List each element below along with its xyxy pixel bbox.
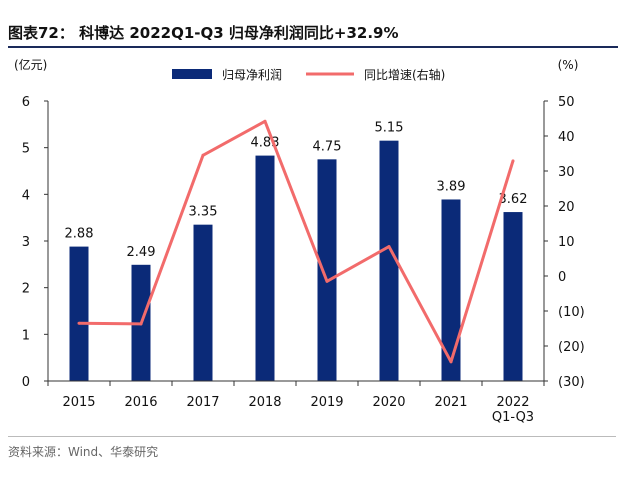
legend: 归母净利润 同比增速(右轴) bbox=[172, 67, 445, 82]
bar bbox=[441, 199, 461, 381]
left-axis-tick-label: 1 bbox=[22, 328, 30, 343]
right-axis-unit: (%) bbox=[558, 58, 579, 72]
bar-data-label: 3.35 bbox=[189, 205, 218, 220]
bar bbox=[379, 140, 399, 381]
x-axis-tick-label: 2015 bbox=[62, 395, 95, 410]
right-axis-tick-label: 20 bbox=[558, 200, 575, 215]
left-axis-tick-label: 0 bbox=[22, 375, 30, 390]
growth-rate-point bbox=[201, 153, 205, 157]
growth-rate-point bbox=[263, 119, 267, 123]
left-axis-tick-label: 4 bbox=[22, 188, 30, 203]
growth-rate-point bbox=[325, 279, 329, 283]
x-axis-tick-label: 2018 bbox=[248, 395, 281, 410]
bar-series bbox=[69, 140, 523, 381]
right-axis-tick-label: 30 bbox=[558, 165, 575, 180]
growth-rate-point bbox=[449, 360, 453, 364]
legend-bar-swatch bbox=[172, 69, 212, 79]
right-axis-tick-label: 40 bbox=[558, 130, 575, 145]
x-axis-tick-label: 2016 bbox=[124, 395, 157, 410]
bar-data-label: 4.75 bbox=[313, 139, 342, 154]
left-axis-tick-label: 3 bbox=[22, 235, 30, 250]
source-rule bbox=[8, 436, 616, 437]
growth-rate-point bbox=[139, 322, 143, 326]
bar-data-label: 2.88 bbox=[65, 227, 94, 242]
right-axis: (30) (20) (10) 0 10 20 30 40 50 bbox=[543, 95, 585, 390]
right-axis-tick-label: (20) bbox=[558, 340, 585, 355]
legend-bar-label: 归母净利润 bbox=[222, 68, 282, 82]
left-axis-unit: (亿元) bbox=[14, 57, 47, 72]
bar bbox=[69, 246, 89, 381]
bar-data-label: 3.62 bbox=[499, 192, 528, 207]
bar bbox=[193, 224, 213, 381]
bar bbox=[317, 159, 337, 381]
growth-rate-point bbox=[77, 321, 81, 325]
x-axis-tick-label: 2017 bbox=[186, 395, 219, 410]
growth-rate-point bbox=[511, 159, 515, 163]
right-axis-tick-label: (30) bbox=[558, 375, 585, 390]
x-axis-tick-label: 2020 bbox=[372, 395, 405, 410]
right-axis-tick-label: 0 bbox=[558, 270, 566, 285]
chart-canvas: (亿元) (%) 归母净利润 同比增速(右轴) 0 1 2 3 4 5 6 (30) (20)… bbox=[14, 57, 585, 425]
x-axis: 2015 2016 2017 2018 2019 2020 2021 2022Q1-Q3 bbox=[47, 380, 545, 425]
title-rule bbox=[8, 46, 618, 48]
right-axis-tick-label: 10 bbox=[558, 235, 575, 250]
left-axis-tick-label: 2 bbox=[22, 282, 30, 297]
legend-line-label: 同比增速(右轴) bbox=[364, 67, 445, 82]
growth-rate-point bbox=[387, 245, 391, 249]
x-axis-tick-label: Q1-Q3 bbox=[492, 410, 534, 425]
source-note: 资料来源：Wind、华泰研究 bbox=[8, 445, 159, 459]
left-axis-tick-label: 5 bbox=[22, 142, 30, 157]
growth-rate-line bbox=[78, 119, 515, 364]
bar bbox=[503, 212, 523, 381]
left-axis: 0 1 2 3 4 5 6 bbox=[22, 95, 49, 390]
line-series bbox=[77, 119, 515, 364]
x-axis-tick-label: 2022 bbox=[496, 395, 529, 410]
x-axis-tick-label: 2019 bbox=[310, 395, 343, 410]
bar-data-label: 5.15 bbox=[375, 121, 404, 136]
bar bbox=[255, 155, 275, 381]
bar-data-label: 2.49 bbox=[127, 245, 156, 260]
right-axis-tick-label: 50 bbox=[558, 95, 575, 110]
chart-title: 图表72： 科博达 2022Q1-Q3 归母净利润同比+32.9% bbox=[8, 24, 399, 42]
right-axis-tick-label: (10) bbox=[558, 305, 585, 320]
bar-data-label: 3.89 bbox=[437, 179, 466, 194]
x-axis-tick-label: 2021 bbox=[434, 395, 467, 410]
left-axis-tick-label: 6 bbox=[22, 95, 30, 110]
